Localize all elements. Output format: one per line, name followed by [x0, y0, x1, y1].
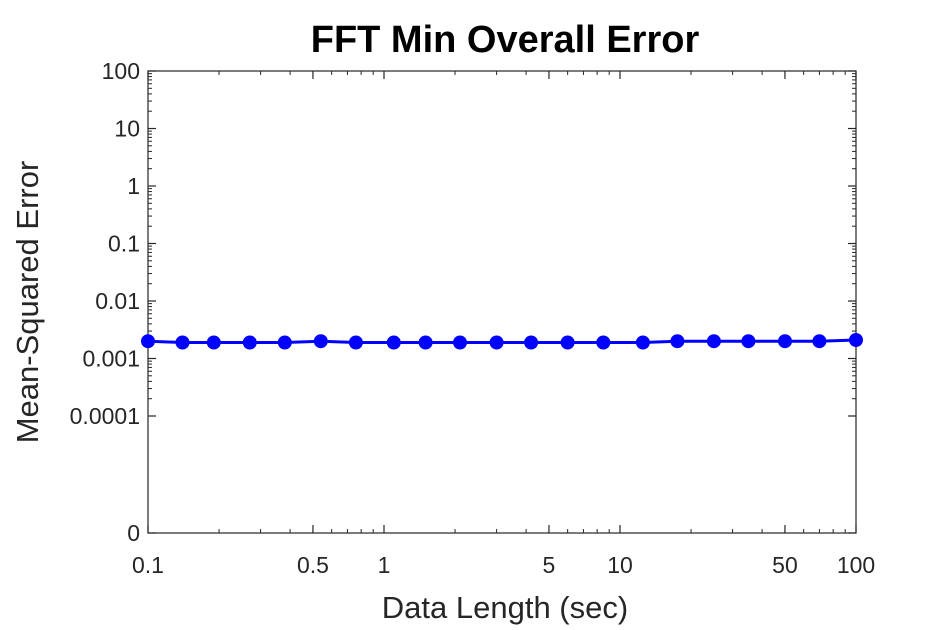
x-tick-labels: 0.1 0.5 1 5 10 50 100 [132, 552, 875, 578]
y-tick-label: 10 [114, 116, 140, 142]
series-point [849, 333, 863, 347]
x-tick-label: 5 [543, 552, 556, 578]
series-layer [141, 333, 863, 350]
series-point [313, 334, 328, 349]
x-tick-label: 0.1 [132, 552, 164, 578]
series-point [596, 335, 611, 350]
series-point [242, 335, 257, 350]
y-tick-label: 100 [102, 58, 140, 84]
y-tick-label: 0.001 [82, 346, 140, 372]
series-point [524, 335, 539, 350]
series-point [635, 335, 650, 350]
x-tick-label: 50 [772, 552, 798, 578]
y-tick-label: 0 [127, 520, 140, 546]
series-point [560, 335, 575, 350]
plot-area [147, 70, 857, 534]
x-tick-label: 1 [378, 552, 391, 578]
x-tick-label: 10 [607, 552, 633, 578]
y-axis-label: Mean-Squared Error [10, 161, 45, 444]
y-tick-label: 0.0001 [70, 403, 140, 429]
chart-title: FFT Min Overall Error [311, 19, 700, 61]
series-point [778, 334, 792, 349]
series-point [489, 335, 504, 350]
series-point [277, 335, 292, 350]
x-tick-label: 0.5 [297, 552, 329, 578]
series-point [386, 335, 401, 350]
series-point [141, 334, 155, 349]
y-tick-label: 0.01 [95, 288, 140, 314]
major-ticks [147, 70, 857, 534]
series-point [706, 334, 721, 349]
x-tick-label: 100 [837, 552, 875, 578]
series-point [812, 334, 827, 349]
y-tick-label: 0.1 [108, 231, 140, 257]
series-point [348, 335, 363, 350]
x-axis-label: Data Length (sec) [382, 590, 628, 625]
series-point [670, 334, 685, 349]
series-point [206, 335, 221, 350]
series-point [453, 335, 467, 350]
series-point [741, 334, 756, 349]
series-point [418, 335, 433, 350]
y-tick-label: 1 [127, 173, 140, 199]
y-tick-labels: 0 0.0001 0.001 0.01 0.1 1 10 100 [70, 58, 140, 546]
series-point [175, 335, 190, 350]
